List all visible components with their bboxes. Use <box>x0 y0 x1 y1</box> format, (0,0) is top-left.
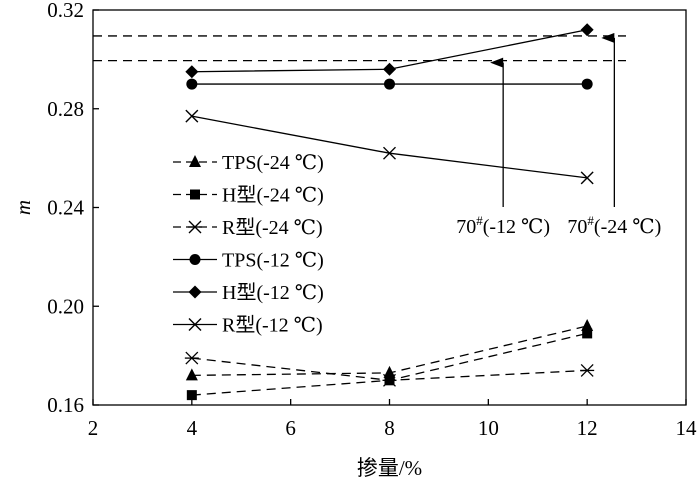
data-point <box>581 319 594 331</box>
data-point <box>185 65 199 79</box>
x-axis-title: 掺量/% <box>357 456 422 480</box>
x-tick-label: 2 <box>88 416 99 440</box>
legend-label: H型(-12 ℃) <box>222 281 324 304</box>
legend-label: H型(-24 ℃) <box>222 184 324 207</box>
legend-label: R型(-12 ℃) <box>222 314 323 337</box>
x-tick-label: 14 <box>676 416 698 440</box>
data-point <box>581 78 593 90</box>
data-point <box>383 365 396 378</box>
legend-entry: TPS(-12 ℃) <box>173 250 324 272</box>
annotations: 70#(-12 ℃) 70#(-24 ℃) <box>93 32 661 238</box>
plot-area <box>184 23 595 401</box>
data-point <box>382 373 397 387</box>
legend-marker <box>188 285 202 299</box>
legend-label: TPS(-12 ℃) <box>222 250 324 272</box>
data-point <box>383 62 396 76</box>
y-tick-label: 0.24 <box>47 196 84 220</box>
data-point <box>186 390 197 401</box>
legend-marker <box>189 155 201 167</box>
legend-marker <box>188 318 202 331</box>
y-axis-title: m <box>11 200 35 215</box>
x-tick-label: 8 <box>384 416 395 440</box>
legend-marker <box>189 254 201 265</box>
y-tick-label: 0.32 <box>47 0 84 22</box>
legend-entry: R型(-12 ℃) <box>173 314 323 337</box>
reference-label: 70#(-24 ℃) <box>567 213 661 238</box>
legend-entry: TPS(-24 ℃) <box>173 152 324 174</box>
legend-entry: H型(-12 ℃) <box>173 281 324 304</box>
reference-label: 70#(-12 ℃) <box>456 213 550 238</box>
series-line <box>191 332 588 396</box>
legend-entry: R型(-24 ℃) <box>173 216 323 239</box>
data-point <box>580 363 595 377</box>
y-tick-label: 0.20 <box>47 294 84 318</box>
legend-entry: H型(-24 ℃) <box>173 184 324 207</box>
legend-marker <box>190 189 200 200</box>
legend-label: R型(-24 ℃) <box>222 216 323 239</box>
y-tick-label: 0.28 <box>47 97 84 121</box>
x-tick-label: 6 <box>285 416 296 440</box>
data-point <box>582 328 593 339</box>
data-point <box>383 146 396 160</box>
x-tick-label: 12 <box>577 416 598 440</box>
data-point <box>580 171 594 185</box>
legend-marker <box>188 220 202 234</box>
x-tick-label: 10 <box>478 416 499 440</box>
data-point <box>580 23 594 37</box>
data-point <box>185 109 199 123</box>
legend-label: TPS(-24 ℃) <box>222 152 324 174</box>
data-point <box>186 78 198 90</box>
legend: TPS(-24 ℃) H型(-24 ℃) R型(-24 ℃) TPS(-12 ℃) H型… <box>173 152 324 337</box>
y-tick-label: 0.16 <box>47 393 84 417</box>
data-point <box>384 78 395 90</box>
axes: 2 4 6 8 10 12 14 0.16 0.20 0.24 0.28 0.32 掺量/% m <box>11 0 697 480</box>
data-point <box>185 368 198 381</box>
x-tick-label: 4 <box>187 416 198 440</box>
data-point <box>184 351 199 365</box>
